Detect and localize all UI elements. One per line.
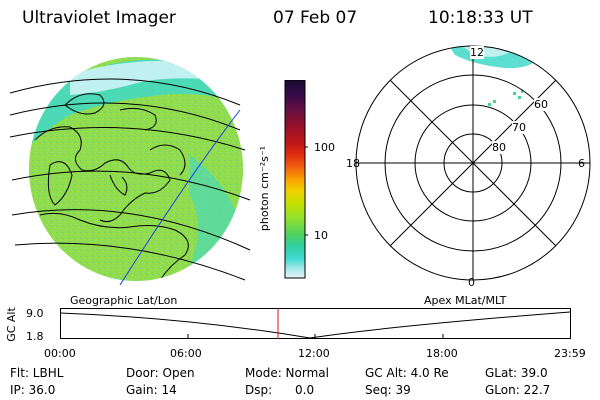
time-label: 10:18:33 UT	[428, 8, 533, 28]
gc-alt-info: GC Alt: 4.0 Re	[365, 366, 449, 380]
lat-label-70: 70	[512, 121, 526, 134]
alt-y-label-bottom: 1.8	[26, 330, 44, 343]
mlt-label-dusk: 18	[346, 157, 360, 170]
mlt-label-dawn: 6	[578, 157, 585, 170]
glat-info: GLat: 39.0	[485, 366, 548, 380]
latitude-line	[10, 102, 241, 131]
colorbar-tick: 10	[314, 229, 328, 242]
coastline	[34, 126, 171, 223]
mlt-label-noon: 12	[470, 46, 484, 59]
aurora-pixel	[488, 103, 491, 106]
dsp-info: Dsp: 0.0	[245, 383, 315, 397]
gc-alt-axis-label: GC Alt	[4, 307, 18, 342]
mlt-label-midnight: 0	[468, 276, 475, 289]
latitude-line	[14, 242, 246, 281]
colorbar-unit-label: photon cm⁻²s⁻¹	[258, 145, 272, 232]
date-label: 07 Feb 07	[273, 8, 358, 28]
aurora-pixel	[518, 96, 521, 99]
mode-info: Mode: Normal	[245, 366, 329, 380]
earth-image-panel	[10, 57, 251, 285]
coastline	[109, 174, 128, 196]
flt-info: Flt: LBHL	[10, 366, 64, 380]
coastline	[64, 93, 105, 115]
altitude-curve	[60, 311, 571, 339]
time-tick: 12:00	[298, 347, 330, 360]
time-tick: 06:00	[170, 347, 202, 360]
alt-y-label-top: 9.0	[26, 307, 44, 320]
time-tick: 23:59	[554, 347, 586, 360]
coastline	[149, 144, 186, 176]
colorbar-tick: 100	[314, 141, 335, 154]
door-info: Door: Open	[126, 366, 195, 380]
polar-bright-cap	[70, 60, 220, 95]
geographic-label: Geographic Lat/Lon	[70, 294, 178, 307]
aurora-pixel	[521, 90, 523, 93]
coastline	[47, 161, 73, 206]
glon-info: GLon: 22.7	[485, 383, 551, 397]
aurora-pixel	[513, 92, 516, 95]
latitude-line	[10, 78, 241, 106]
apex-label: Apex MLat/MLT	[424, 294, 507, 307]
terminator-line	[119, 109, 241, 285]
coastline	[39, 212, 189, 281]
time-tick: 00:00	[44, 347, 76, 360]
seq-info: Seq: 39	[365, 383, 411, 397]
latitude-line	[11, 209, 251, 251]
coastline	[119, 107, 157, 131]
time-tick: 18:00	[426, 347, 458, 360]
polar-plot	[355, 45, 591, 281]
colorbar	[284, 80, 308, 279]
altitude-strip	[60, 308, 571, 339]
gain-info: Gain: 14	[126, 383, 177, 397]
mlt-line-diag	[389, 79, 557, 247]
lat-label-80: 80	[492, 141, 506, 154]
ip-info: IP: 36.0	[10, 383, 56, 397]
aurora-pixel	[493, 100, 496, 103]
instrument-title: Ultraviolet Imager	[22, 8, 176, 28]
latitude-line	[11, 170, 251, 201]
lat-label-60: 60	[534, 98, 548, 111]
